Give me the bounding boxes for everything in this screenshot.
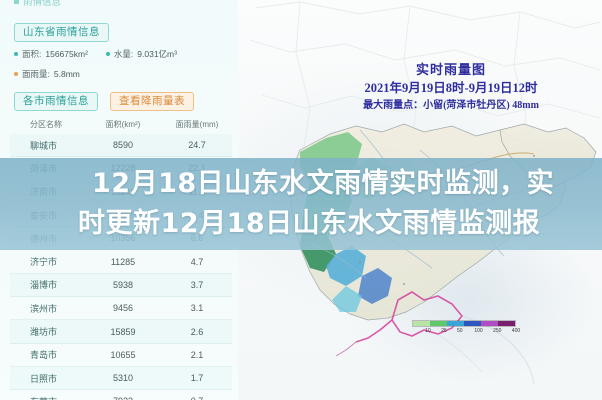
bullet-icon (14, 52, 18, 56)
stat-area-label: 面积: (22, 49, 42, 59)
column-header-name: 分区名称 (30, 120, 62, 129)
column-header-area: 面积(km²) (105, 120, 141, 129)
cell-area: 9456 (112, 303, 134, 314)
cell-rain: 2.6 (190, 326, 204, 337)
table-row[interactable]: 聊城市 8590 24.7 (10, 134, 232, 158)
province-section-header: 山东省雨情信息 (14, 22, 109, 42)
view-rainfall-table-button[interactable]: 查看降雨量表 (110, 92, 194, 111)
legend-tick-0: 10 (425, 328, 431, 334)
legend-tick-3: 100 (474, 328, 483, 334)
headline-line-2: 时更新12月18日山东水文雨情监测报 (78, 208, 541, 239)
table-row[interactable]: 日照市 5310 1.7 (10, 366, 232, 391)
legend-swatch-4 (481, 321, 498, 326)
cell-area: 15859 (110, 326, 136, 337)
table-header-row: 分区名称 面积(km²) 面雨量(mm) (10, 116, 232, 134)
legend-tick-2: 50 (457, 328, 463, 334)
legend-tick-1: 25 (441, 328, 447, 334)
cell-area: 10655 (110, 349, 136, 360)
stat-areal-rain: 面雨量: 5.8mm (14, 68, 80, 80)
map-title-block: 实时雨量图 2021年9月19日8时-9月19日12时 最大雨量点：小留(菏泽市… (300, 62, 602, 113)
table-row[interactable]: 潍坊市 15859 2.6 (10, 320, 232, 344)
legend-swatch-2 (447, 321, 464, 326)
table-row[interactable]: 东营市79230.7 (10, 390, 232, 400)
legend-swatch-1 (430, 321, 447, 326)
cell-rain: 0.7 (162, 396, 232, 400)
stat-areal-rain-label: 面雨量: (22, 69, 50, 79)
stat-area-value: 156675km² (45, 49, 88, 59)
cell-rain: 2.1 (190, 349, 204, 360)
bullet-icon (105, 52, 110, 56)
stat-water: 水量: 9.031亿m³ (105, 48, 177, 60)
column-header-rain: 面雨量(mm) (175, 120, 219, 129)
cell-area: 8590 (112, 140, 134, 151)
legend-tick-labels: 10 25 50 100 250 400 (412, 328, 520, 334)
cell-name: 潍坊市 (30, 327, 58, 338)
cell-name: 东营市 (10, 395, 84, 400)
legend-color-bar (412, 320, 516, 327)
square-marker-icon (14, 0, 19, 4)
stat-area: 面积: 156675km² (14, 48, 88, 60)
table-row[interactable]: 济宁市 11285 4.7 (10, 250, 232, 274)
headline-line-1: 12月18日山东水文雨情实时监测，实 (92, 168, 555, 199)
legend-tick-5: 400 (511, 328, 521, 334)
table-row[interactable]: 滨州市 9456 3.1 (10, 297, 232, 321)
table-row[interactable]: 青岛市 10655 2.1 (10, 344, 232, 367)
panel-top-tab-label: 雨情信息 (23, 0, 62, 8)
stat-water-label: 水量: (113, 49, 134, 59)
cell-name: 济宁市 (30, 257, 58, 268)
legend-swatch-5 (498, 321, 515, 326)
province-section-title: 山东省雨情信息 (14, 23, 109, 42)
cell-rain: 3.1 (190, 303, 204, 314)
bullet-icon (14, 72, 18, 76)
stat-water-value: 9.031亿m³ (137, 49, 177, 59)
cell-rain: 24.7 (188, 140, 206, 151)
city-section-header: 各市雨情信息 查看降雨量表 (14, 92, 194, 111)
legend-tick-4: 250 (493, 328, 502, 334)
stat-areal-rain-value: 5.8mm (53, 69, 80, 79)
cell-name: 滨州市 (30, 303, 58, 314)
cell-name: 日照市 (30, 373, 58, 384)
map-max-point: 最大雨量点：小留(菏泽市牡丹区) 48mm (363, 100, 539, 111)
province-stats-row-1: 面积: 156675km² 水量: 9.031亿m³ (14, 48, 229, 60)
cell-area: 11285 (110, 256, 136, 267)
panel-top-tab[interactable]: 雨情信息 (14, 0, 61, 8)
cell-rain: 4.7 (190, 256, 204, 267)
cell-area: 5938 (112, 279, 134, 290)
cell-name: 青岛市 (30, 350, 58, 361)
map-time-range: 2021年9月19日8时-9月19日12时 (364, 81, 538, 95)
legend-swatch-0 (413, 321, 430, 326)
city-section-title: 各市雨情信息 (14, 92, 98, 111)
cell-name: 聊城市 (30, 140, 58, 151)
table-row[interactable]: 淄博市 5938 3.7 (10, 273, 232, 298)
cell-name: 淄博市 (30, 280, 58, 291)
province-stats-row-2: 面雨量: 5.8mm (14, 68, 229, 80)
cell-rain: 1.7 (190, 373, 204, 384)
headline-overlay: 12月18日山东水文雨情实时监测，实 时更新12月18日山东水文雨情监测报 (0, 158, 602, 250)
legend-swatch-3 (464, 321, 481, 326)
rainfall-legend: 10 25 50 100 250 400 (412, 320, 520, 334)
cell-rain: 3.7 (190, 279, 204, 290)
cell-area: 5310 (112, 373, 134, 384)
cell-area: 7923 (84, 396, 162, 400)
map-title: 实时雨量图 (415, 62, 486, 77)
